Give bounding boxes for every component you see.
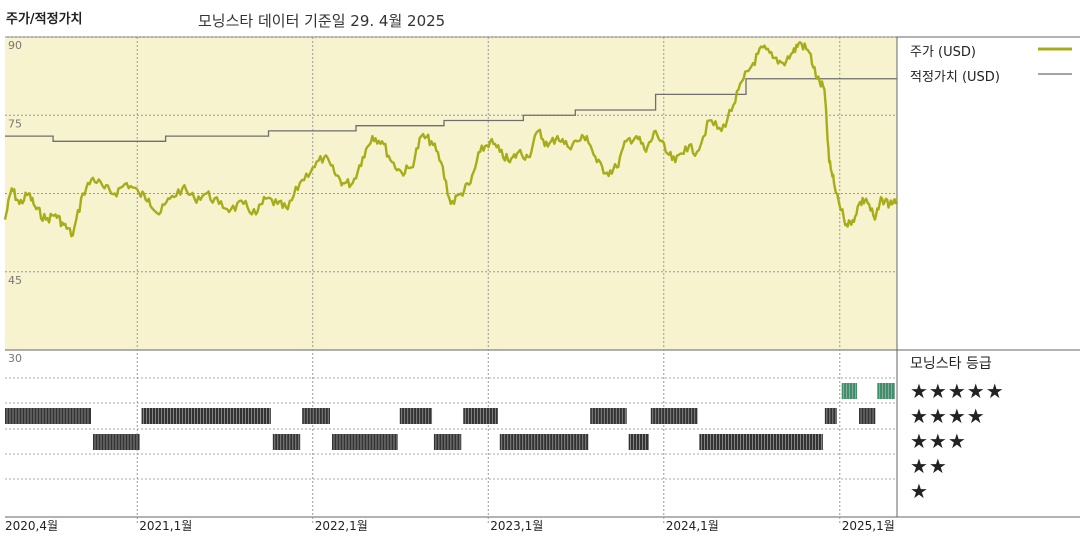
rating-bar-3-star xyxy=(433,434,462,450)
rating-bar-4-star xyxy=(5,408,91,424)
rating-bar-4-star xyxy=(141,408,271,424)
x-tick-label: 2020,4월 xyxy=(5,519,58,533)
rating-row-5-stars: ★★★★★ xyxy=(910,379,1005,403)
rating-bar-3-star xyxy=(272,434,301,450)
y-tick-label: 75 xyxy=(8,117,22,130)
x-tick-label: 2024,1월 xyxy=(666,519,719,533)
y-tick-label: 30 xyxy=(8,352,22,365)
x-tick-label: 2021,1월 xyxy=(139,519,192,533)
rating-bar-5-star xyxy=(877,383,895,399)
rating-bar-3-star xyxy=(331,434,398,450)
x-tick-label: 2023,1월 xyxy=(490,519,543,533)
y-tick-label: 90 xyxy=(8,39,22,52)
rating-row-4-stars: ★★★★ xyxy=(910,404,986,428)
y-tick-label: 45 xyxy=(8,274,22,287)
price-line xyxy=(3,41,898,238)
chart-title: 주가/적정가치 xyxy=(6,12,83,27)
data-date-subtitle: 모닝스타 데이터 기준일 29. 4월 2025 xyxy=(198,12,446,30)
rating-bar-4-star xyxy=(590,408,627,424)
rating-bar-4-star xyxy=(824,408,837,424)
fair-value-line xyxy=(5,78,897,142)
legend-price: 주가 (USD) xyxy=(910,45,976,60)
x-tick-label: 2025,1월 xyxy=(842,519,895,533)
x-tick-label: 2022,1월 xyxy=(315,519,368,533)
rating-row-2-stars: ★★ xyxy=(910,454,948,478)
rating-bar-5-star xyxy=(841,383,858,399)
rating-row-1-star: ★ xyxy=(910,479,929,503)
rating-row-3-stars: ★★★ xyxy=(910,429,967,453)
rating-title: 모닝스타 등급 xyxy=(910,356,992,372)
legend-fair-value: 적정가치 (USD) xyxy=(910,70,1000,85)
